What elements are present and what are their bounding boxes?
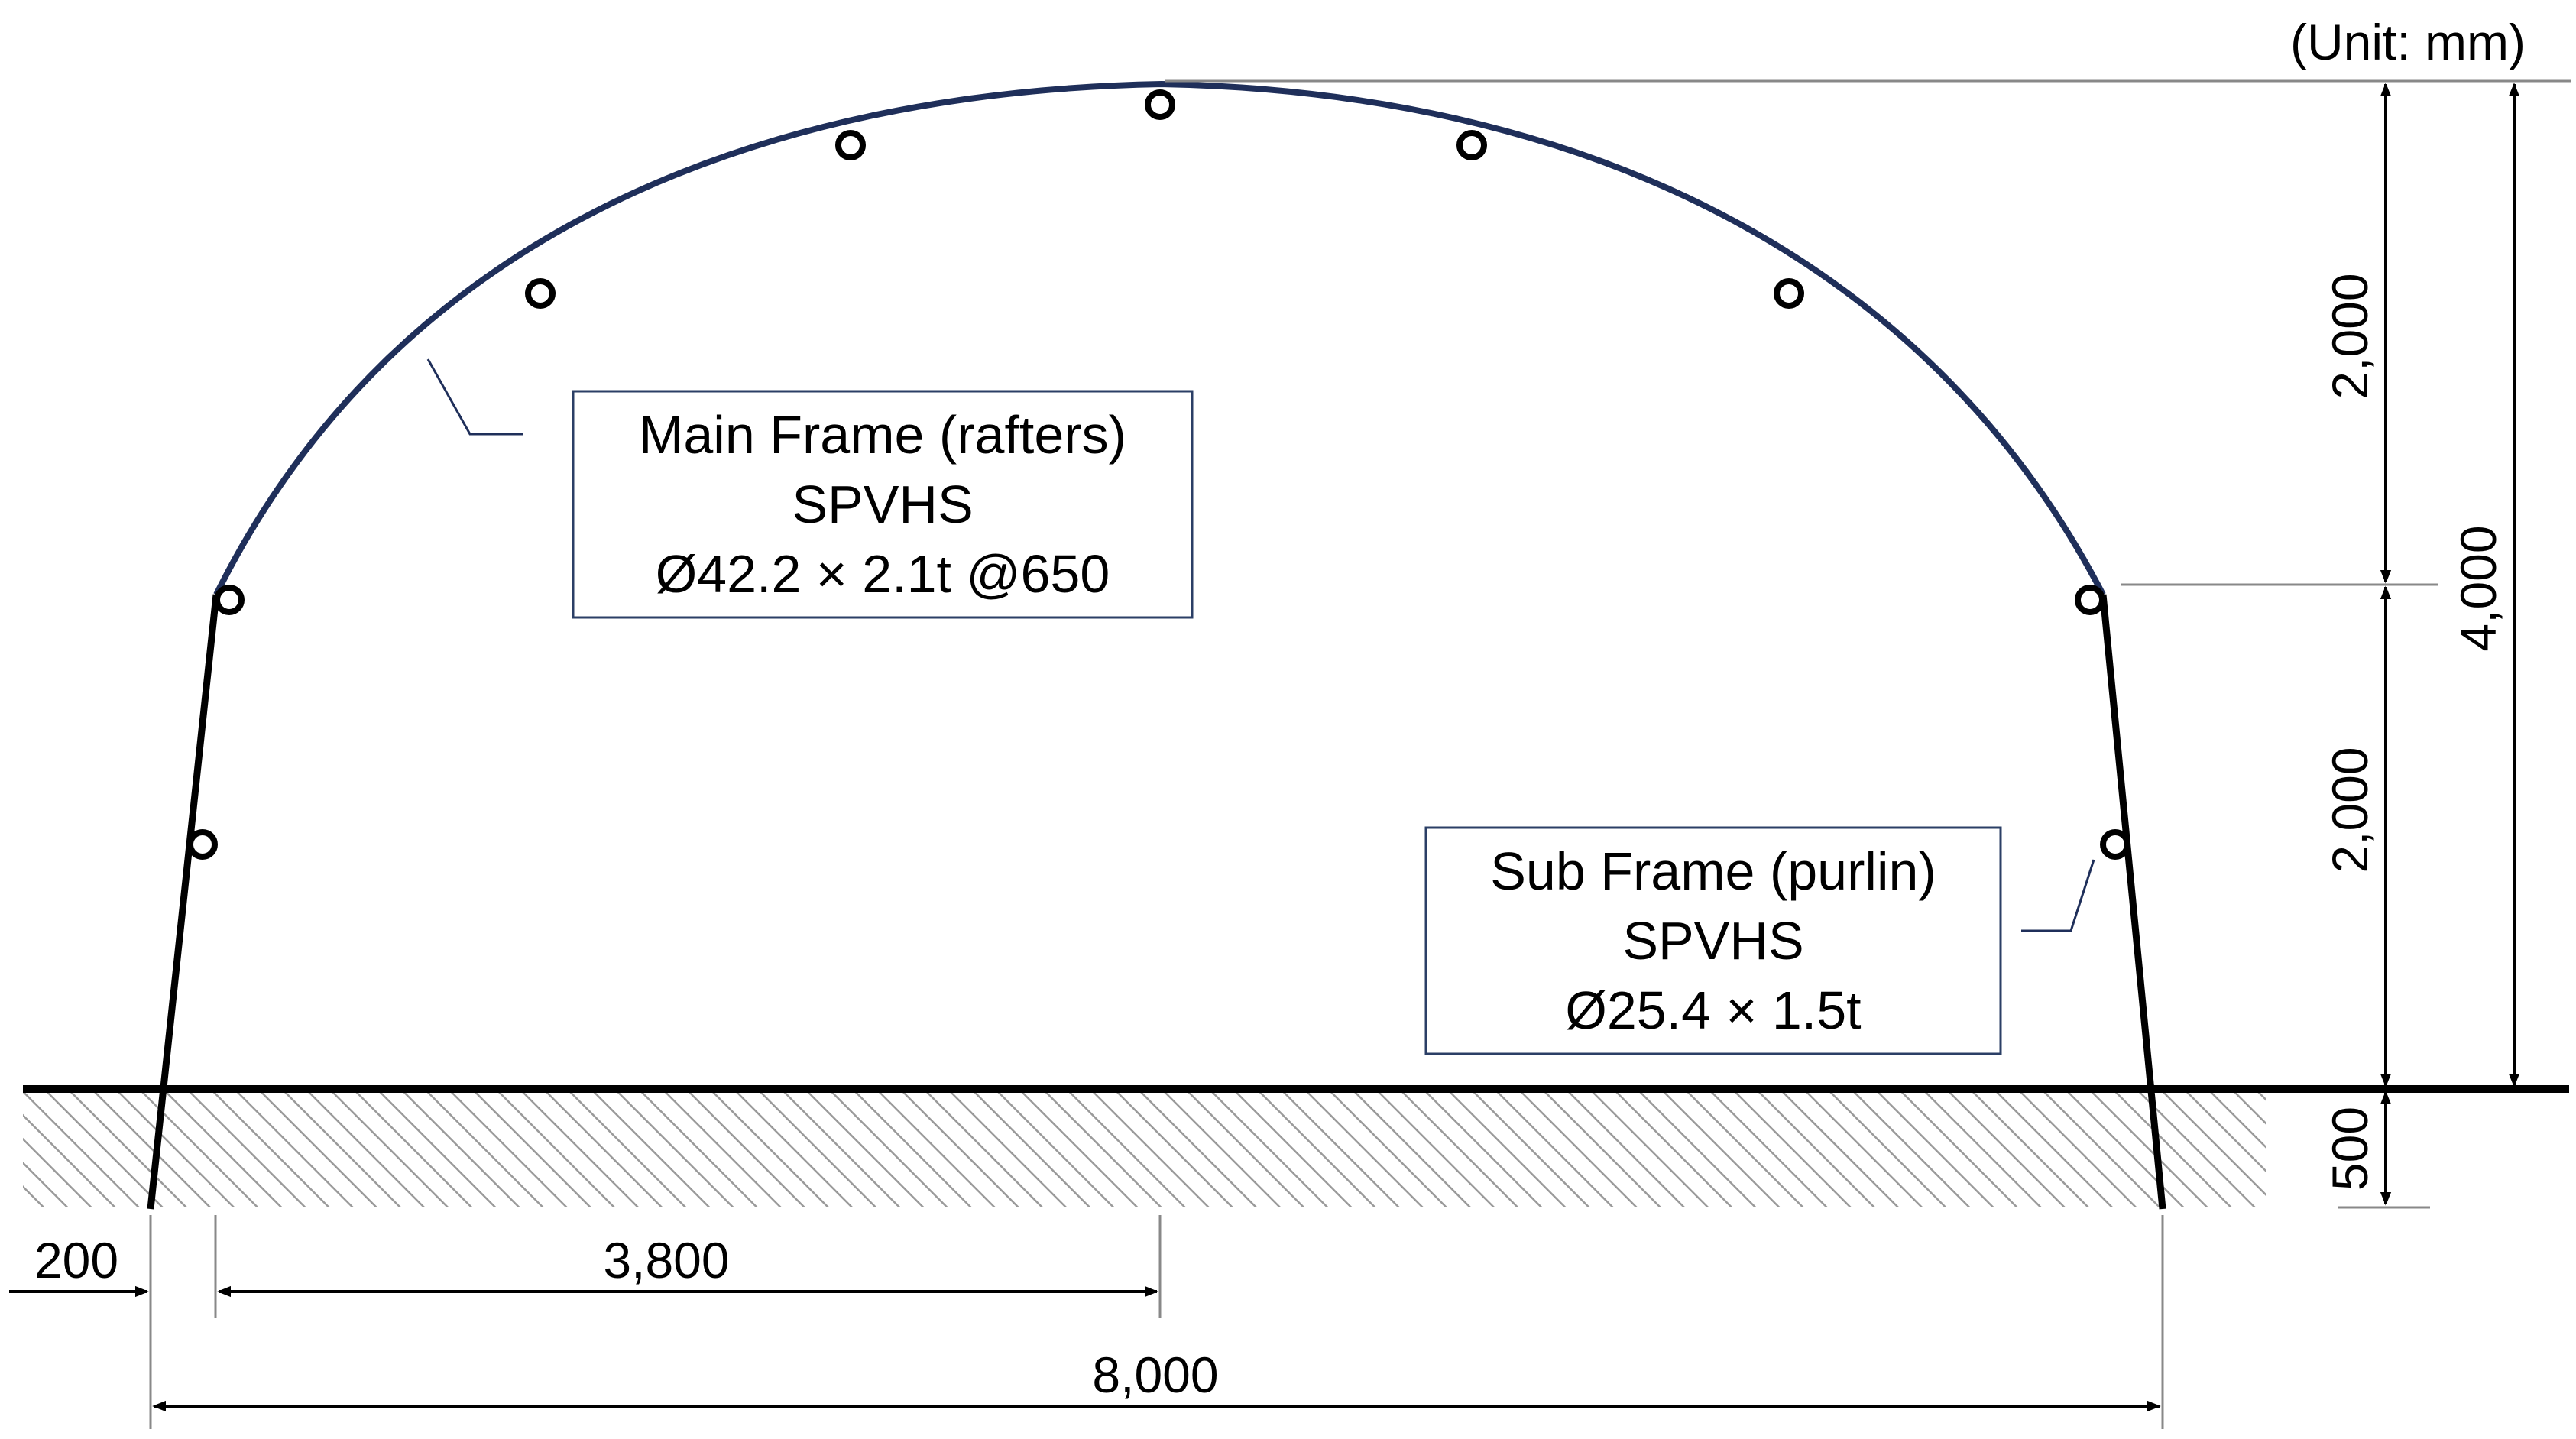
unit-note: (Unit: mm) xyxy=(2290,14,2526,70)
dim-half-span: 3,800 xyxy=(603,1232,729,1288)
main-frame-box xyxy=(572,390,1194,619)
purlin-circle xyxy=(2075,585,2105,615)
purlin-circle xyxy=(1145,89,1175,120)
vertical-dimension-lines xyxy=(2380,83,2520,1206)
right-leg xyxy=(2099,594,2166,1210)
purlin-circle xyxy=(835,130,866,160)
purlin-group xyxy=(187,89,2130,860)
purlin-circle xyxy=(1774,278,1804,309)
sub-frame-label-1: Sub Frame (purlin) xyxy=(1490,841,1936,901)
dim-top-height: 2,000 xyxy=(2322,273,2378,399)
purlin-circle xyxy=(214,585,245,615)
main-frame-label-1: Main Frame (rafters) xyxy=(639,405,1126,465)
left-leg xyxy=(147,594,220,1210)
purlin-circle xyxy=(2100,829,2130,860)
sub-frame-leader xyxy=(2021,859,2095,932)
main-frame-arch xyxy=(213,80,2106,596)
horizontal-dimension-lines xyxy=(9,1285,2161,1412)
vertical-extension-lines xyxy=(1165,79,2571,1209)
dim-full-span: 8,000 xyxy=(1092,1347,1218,1403)
main-frame-label-2: SPVHS xyxy=(792,475,973,534)
dim-edge-offset: 200 xyxy=(34,1232,118,1288)
dim-embedment: 500 xyxy=(2322,1107,2378,1191)
dim-lower-height: 2,000 xyxy=(2322,747,2378,873)
horizontal-extension-lines xyxy=(149,1215,2164,1429)
purlin-circle xyxy=(1456,130,1487,160)
dim-total-height: 4,000 xyxy=(2450,525,2506,651)
purlin-circle xyxy=(187,829,218,860)
ground-hatch xyxy=(23,1093,2266,1207)
sub-frame-box xyxy=(1424,826,2002,1055)
purlin-circle xyxy=(525,278,556,309)
sub-frame-label-2: SPVHS xyxy=(1622,911,1803,971)
main-frame-label-3: Ø42.2 × 2.1t @650 xyxy=(656,544,1110,604)
sub-frame-label-3: Ø25.4 × 1.5t xyxy=(1565,980,1861,1040)
main-frame-leader xyxy=(426,358,523,436)
